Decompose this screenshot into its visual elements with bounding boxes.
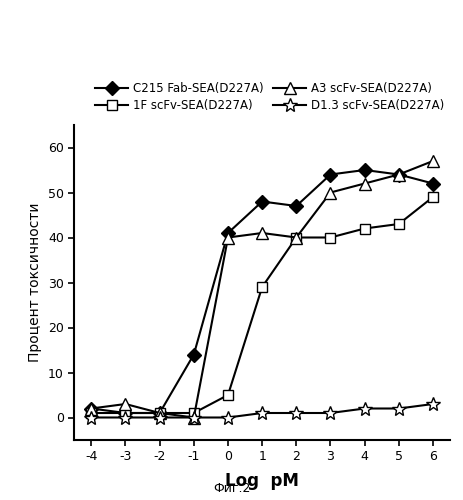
C215 Fab-SEA(D227A) [225, 230, 230, 236]
C215 Fab-SEA(D227A) [361, 167, 367, 173]
Legend: C215 Fab-SEA(D227A), 1F scFv-SEA(D227A), A3 scFv-SEA(D227A), D1.3 scFv-SEA(D227A: C215 Fab-SEA(D227A), 1F scFv-SEA(D227A),… [92, 78, 447, 116]
A3 scFv-SEA(D227A) [395, 172, 401, 177]
D1.3 scFv-SEA(D227A) [88, 414, 94, 420]
C215 Fab-SEA(D227A) [259, 198, 264, 204]
1F scFv-SEA(D227A) [122, 410, 128, 416]
A3 scFv-SEA(D227A) [259, 230, 264, 236]
D1.3 scFv-SEA(D227A) [156, 414, 162, 420]
D1.3 scFv-SEA(D227A) [429, 401, 435, 407]
1F scFv-SEA(D227A) [429, 194, 435, 200]
1F scFv-SEA(D227A) [259, 284, 264, 290]
Line: C215 Fab-SEA(D227A): C215 Fab-SEA(D227A) [86, 165, 437, 418]
A3 scFv-SEA(D227A) [191, 414, 196, 420]
1F scFv-SEA(D227A) [293, 234, 299, 240]
Line: A3 scFv-SEA(D227A): A3 scFv-SEA(D227A) [86, 156, 438, 423]
A3 scFv-SEA(D227A) [156, 410, 162, 416]
D1.3 scFv-SEA(D227A) [122, 414, 128, 420]
A3 scFv-SEA(D227A) [361, 180, 367, 186]
C215 Fab-SEA(D227A) [88, 406, 94, 411]
Line: 1F scFv-SEA(D227A): 1F scFv-SEA(D227A) [86, 192, 437, 418]
Y-axis label: Процент токсичности: Процент токсичности [28, 203, 42, 362]
Line: D1.3 scFv-SEA(D227A): D1.3 scFv-SEA(D227A) [84, 397, 439, 424]
D1.3 scFv-SEA(D227A) [293, 410, 299, 416]
1F scFv-SEA(D227A) [88, 410, 94, 416]
A3 scFv-SEA(D227A) [225, 234, 230, 240]
1F scFv-SEA(D227A) [327, 234, 332, 240]
C215 Fab-SEA(D227A) [395, 172, 401, 177]
C215 Fab-SEA(D227A) [293, 203, 299, 209]
1F scFv-SEA(D227A) [225, 392, 230, 398]
D1.3 scFv-SEA(D227A) [327, 410, 332, 416]
A3 scFv-SEA(D227A) [327, 190, 332, 196]
C215 Fab-SEA(D227A) [156, 410, 162, 416]
Text: Фиг.2: Фиг.2 [213, 482, 250, 495]
1F scFv-SEA(D227A) [395, 221, 401, 227]
A3 scFv-SEA(D227A) [429, 158, 435, 164]
D1.3 scFv-SEA(D227A) [395, 406, 401, 411]
A3 scFv-SEA(D227A) [122, 401, 128, 407]
C215 Fab-SEA(D227A) [191, 352, 196, 358]
1F scFv-SEA(D227A) [156, 410, 162, 416]
C215 Fab-SEA(D227A) [122, 410, 128, 416]
1F scFv-SEA(D227A) [191, 410, 196, 416]
D1.3 scFv-SEA(D227A) [361, 406, 367, 411]
A3 scFv-SEA(D227A) [293, 234, 299, 240]
X-axis label: Log  pM: Log pM [225, 472, 299, 490]
D1.3 scFv-SEA(D227A) [191, 414, 196, 420]
C215 Fab-SEA(D227A) [429, 180, 435, 186]
1F scFv-SEA(D227A) [361, 226, 367, 232]
C215 Fab-SEA(D227A) [327, 172, 332, 177]
A3 scFv-SEA(D227A) [88, 406, 94, 411]
D1.3 scFv-SEA(D227A) [225, 414, 230, 420]
D1.3 scFv-SEA(D227A) [259, 410, 264, 416]
